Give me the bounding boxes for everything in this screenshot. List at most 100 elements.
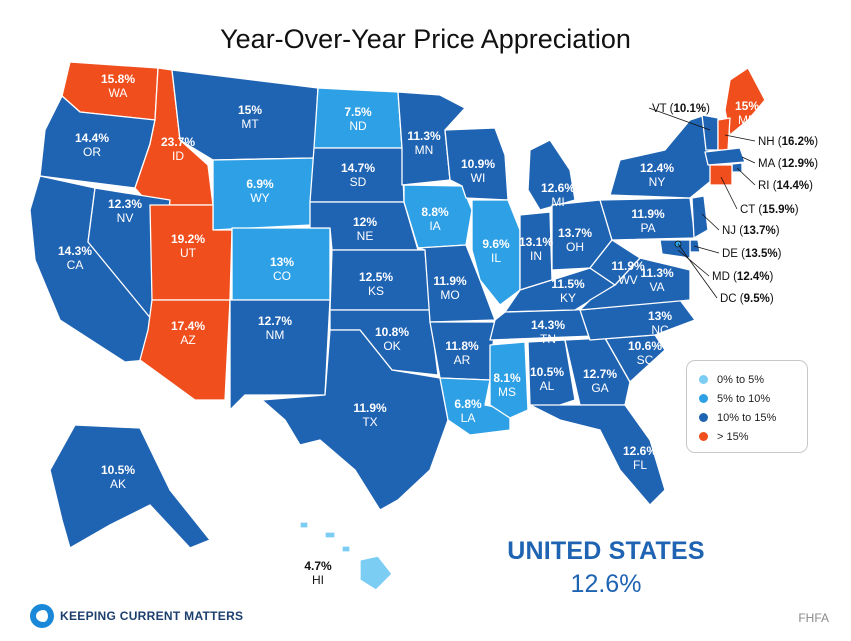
state-value-il: 9.6% xyxy=(482,237,510,251)
legend-swatch xyxy=(699,394,708,403)
state-abbr-oh: OH xyxy=(566,240,584,254)
state-value-ak: 10.5% xyxy=(101,463,135,477)
state-abbr-or: OR xyxy=(83,145,101,159)
legend-item: 5% to 10% xyxy=(699,389,799,408)
state-abbr-mo: MO xyxy=(440,288,459,302)
callout-label-nj: NJ (13.7%) xyxy=(722,225,780,237)
callout-leader-ri xyxy=(736,167,756,186)
state-abbr-ga: GA xyxy=(591,381,608,395)
state-value-co: 13% xyxy=(270,255,294,269)
state-value-nm: 12.7% xyxy=(258,314,292,328)
state-mi xyxy=(527,139,576,211)
national-name: UNITED STATES xyxy=(507,537,705,565)
state-abbr-az: AZ xyxy=(180,333,195,347)
state-ri xyxy=(731,162,743,173)
state-abbr-nd: ND xyxy=(349,119,367,133)
callout-label-dc: DC (9.5%) xyxy=(720,293,774,305)
state-fl xyxy=(529,404,666,506)
source-label: FHFA xyxy=(798,611,829,625)
callout-label-nh: NH (16.2%) xyxy=(758,136,818,148)
callout-label-de: DE (13.5%) xyxy=(722,248,782,260)
state-abbr-ak: AK xyxy=(110,477,126,491)
state-nm xyxy=(229,299,331,411)
national-summary: UNITED STATES 12.6% xyxy=(506,537,706,599)
state-value-va: 11.3% xyxy=(640,266,674,280)
state-abbr-ia: IA xyxy=(429,219,440,233)
state-value-al: 10.5% xyxy=(530,365,564,379)
state-abbr-al: AL xyxy=(540,379,555,393)
state-value-az: 17.4% xyxy=(171,319,205,333)
state-value-mo: 11.9% xyxy=(433,274,467,288)
state-abbr-nc: NC xyxy=(651,323,669,337)
state-value-ca: 14.3% xyxy=(58,244,92,258)
state-abbr-wy: WY xyxy=(250,191,269,205)
state-value-wi: 10.9% xyxy=(461,157,495,171)
legend-swatch xyxy=(699,432,708,441)
state-abbr-mi: MI xyxy=(551,195,564,209)
brand-footer: KEEPING CURRENT MATTERS xyxy=(30,604,243,628)
state-tx xyxy=(261,329,449,511)
kcm-logo-icon xyxy=(30,604,54,628)
state-abbr-id: ID xyxy=(172,149,184,163)
state-value-ks: 12.5% xyxy=(359,270,393,284)
state-value-mt: 15% xyxy=(238,103,262,117)
state-abbr-la: LA xyxy=(461,411,476,425)
callout-label-ri: RI (14.4%) xyxy=(758,180,813,192)
callout-leader-ct xyxy=(720,176,738,210)
map-legend: 0% to 5% 5% to 10% 10% to 15% > 15% xyxy=(686,360,808,453)
state-me xyxy=(724,67,766,136)
state-value-mn: 11.3% xyxy=(407,129,441,143)
callout-label-md: MD (12.4%) xyxy=(712,271,774,283)
state-abbr-pa: PA xyxy=(640,221,655,235)
state-abbr-mt: MT xyxy=(241,117,259,131)
state-value-sd: 14.7% xyxy=(341,161,375,175)
national-value: 12.6% xyxy=(570,570,642,598)
callout-label-ct: CT (15.9%) xyxy=(740,204,799,216)
state-value-pa: 11.9% xyxy=(631,207,665,221)
callout-leader-nj xyxy=(701,213,720,231)
state-value-la: 6.8% xyxy=(454,397,482,411)
state-value-ga: 12.7% xyxy=(583,367,617,381)
state-nj xyxy=(691,195,709,239)
state-abbr-wv: WV xyxy=(618,273,637,287)
callout-leader-md xyxy=(677,249,710,277)
state-la xyxy=(439,377,511,436)
state-value-ok: 10.8% xyxy=(375,325,409,339)
state-abbr-fl: FL xyxy=(633,458,647,472)
state-value-wy: 6.9% xyxy=(246,177,274,191)
state-ak xyxy=(49,424,211,549)
state-abbr-wi: WI xyxy=(471,171,486,185)
legend-item: 10% to 15% xyxy=(699,408,799,427)
state-value-ne: 12% xyxy=(353,215,377,229)
state-abbr-ar: AR xyxy=(454,353,471,367)
state-abbr-ca: CA xyxy=(67,258,84,272)
state-value-sc: 10.6% xyxy=(628,339,662,353)
state-wi xyxy=(444,127,509,201)
state-value-ny: 12.4% xyxy=(640,161,674,175)
state-value-ut: 19.2% xyxy=(171,232,205,246)
callout-leader-dc xyxy=(677,243,718,299)
state-value-nd: 7.5% xyxy=(344,105,372,119)
state-wv xyxy=(589,239,641,286)
state-value-tx: 11.9% xyxy=(353,401,387,415)
legend-label: 5% to 10% xyxy=(717,392,771,405)
state-abbr-ms: MS xyxy=(498,385,516,399)
state-value-wv: 11.9% xyxy=(611,259,645,273)
state-value-in: 13.1% xyxy=(519,235,553,249)
callout-label-ma: MA (12.9%) xyxy=(758,158,818,170)
legend-label: 0% to 5% xyxy=(717,373,765,386)
state-abbr-tx: TX xyxy=(362,415,377,429)
state-abbr-co: CO xyxy=(273,269,291,283)
state-abbr-mn: MN xyxy=(415,143,434,157)
state-abbr-il: IL xyxy=(491,251,501,265)
state-hi xyxy=(299,521,393,591)
state-az xyxy=(139,299,231,401)
state-value-ar: 11.8% xyxy=(445,339,479,353)
state-nh xyxy=(717,117,731,151)
map-title: Year-Over-Year Price Appreciation xyxy=(220,24,631,54)
callout-leader-nh xyxy=(724,134,756,142)
state-il xyxy=(471,199,521,306)
state-value-ky: 11.5% xyxy=(551,277,585,291)
callout-label-vt: VT (10.1%) xyxy=(652,103,710,115)
state-abbr-va: VA xyxy=(649,280,664,294)
